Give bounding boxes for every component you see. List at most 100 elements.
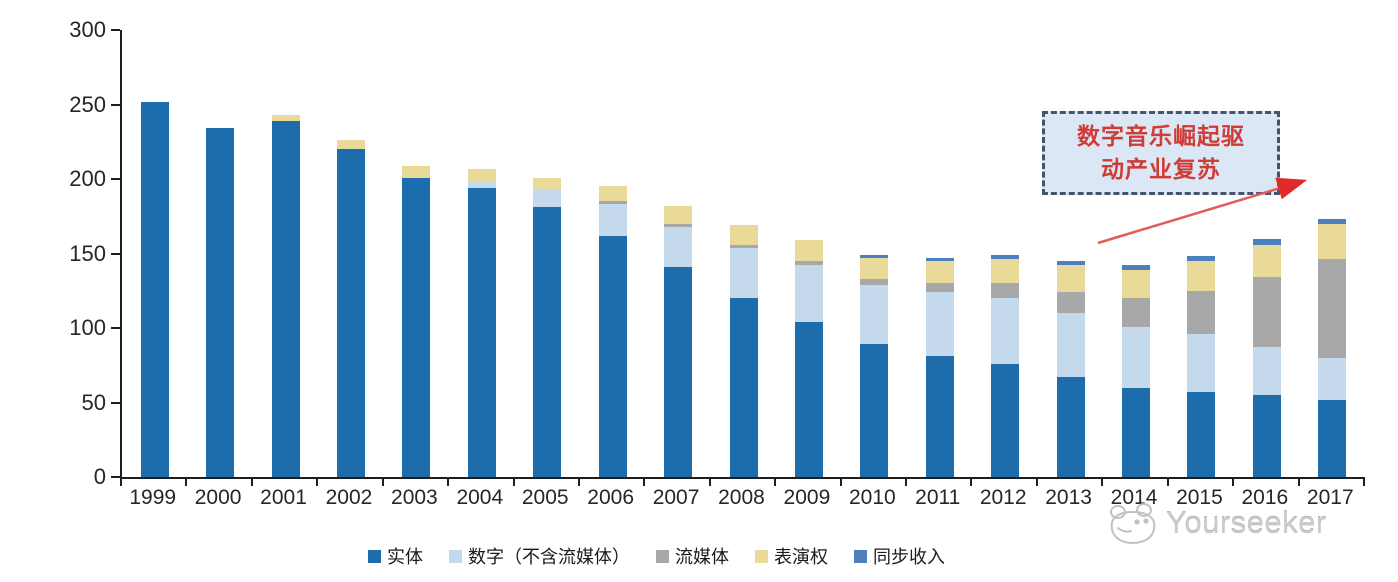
x-axis-label-2017: 2017 <box>1306 486 1354 509</box>
x-axis-label-2006: 2006 <box>587 486 634 509</box>
y-axis-label-200: 200 <box>69 166 106 191</box>
x-axis-tick <box>185 479 188 486</box>
bar-segment-physical-2011 <box>925 356 954 477</box>
legend-label-physical: 实体 <box>387 547 423 567</box>
bar-segment-physical-2012 <box>991 363 1020 477</box>
bar-segment-digital-2004 <box>467 182 496 188</box>
bar-segment-performance-2004 <box>467 168 496 182</box>
x-axis-label-2001: 2001 <box>260 486 307 509</box>
bar-segment-streaming-2007 <box>664 223 693 227</box>
legend-swatch-sync <box>854 549 867 563</box>
bar-segment-physical-2013 <box>1056 377 1085 477</box>
x-axis-tick <box>250 479 253 486</box>
bar-segment-digital-2013 <box>1056 313 1085 378</box>
x-axis-tick <box>1363 479 1365 486</box>
bar-segment-physical-2009 <box>794 322 823 477</box>
bar-segment-digital-2010 <box>860 284 889 345</box>
bar-segment-streaming-2015 <box>1187 290 1216 334</box>
bar-segment-sync-2016 <box>1252 238 1281 245</box>
x-axis-label-2010: 2010 <box>848 486 896 509</box>
y-axis-tick <box>111 29 120 31</box>
bar-segment-digital-2017 <box>1318 357 1347 400</box>
x-axis-tick <box>577 479 580 486</box>
bar-segment-digital-2009 <box>794 265 823 323</box>
bar-segment-digital-2011 <box>925 292 954 357</box>
bar-segment-performance-2003 <box>402 165 431 178</box>
bar-segment-streaming-2014 <box>1122 298 1151 327</box>
bar-segment-performance-2015 <box>1187 260 1216 291</box>
annotation-text-line1: 数字音乐崛起驱 <box>1077 123 1245 149</box>
x-axis-tick <box>643 479 646 486</box>
bar-segment-sync-2010 <box>860 255 889 258</box>
legend-item-physical: 实体 <box>368 543 423 569</box>
bar-segment-sync-2012 <box>991 255 1020 260</box>
x-axis-tick <box>905 479 908 486</box>
bar-segment-performance-2016 <box>1252 244 1281 278</box>
bar-segment-performance-2006 <box>598 186 627 202</box>
x-axis-label-2004: 2004 <box>456 486 504 509</box>
x-axis-tick <box>120 479 122 486</box>
bar-segment-physical-2002 <box>336 149 365 477</box>
bar-segment-physical-2016 <box>1252 395 1281 477</box>
bar-segment-streaming-2016 <box>1252 277 1281 348</box>
watermark-text: Yourseeker <box>1166 505 1327 540</box>
bar-segment-digital-2015 <box>1187 333 1216 393</box>
bar-segment-physical-2015 <box>1187 392 1216 477</box>
bar-segment-physical-2008 <box>729 298 758 477</box>
x-axis-label-2000: 2000 <box>194 486 242 509</box>
bar-segment-digital-2014 <box>1122 326 1151 388</box>
plot-area <box>120 30 1365 479</box>
x-axis-label-2013: 2013 <box>1045 486 1092 509</box>
bar-segment-performance-2009 <box>794 240 823 261</box>
bar-segment-performance-2005 <box>533 177 562 190</box>
bar-segment-sync-2013 <box>1056 260 1085 266</box>
y-axis-label-300: 300 <box>69 17 106 42</box>
x-axis-tick <box>708 479 711 486</box>
bar-segment-performance-2017 <box>1318 223 1347 260</box>
x-axis-tick <box>316 479 319 486</box>
x-axis-tick <box>1101 479 1104 486</box>
x-axis-label-2011: 2011 <box>915 486 961 509</box>
y-axis-tick <box>111 103 120 106</box>
bar-segment-sync-2017 <box>1318 219 1347 224</box>
x-axis-tick <box>1166 479 1169 486</box>
y-axis-tick <box>111 476 120 478</box>
x-axis-tick <box>381 479 384 486</box>
legend: 实体 数字（不含流媒体） 流媒体 表演权 同步收入 <box>368 543 945 569</box>
bar-segment-digital-2006 <box>598 204 627 236</box>
y-axis-tick <box>111 401 120 404</box>
bar-segment-physical-2001 <box>271 120 300 477</box>
bar-segment-sync-2014 <box>1122 265 1151 270</box>
x-axis-label-2007: 2007 <box>652 486 700 509</box>
bar-segment-streaming-2012 <box>991 283 1020 299</box>
legend-item-digital: 数字（不含流媒体） <box>449 543 630 569</box>
y-axis-tick <box>111 178 120 180</box>
bar-segment-sync-2011 <box>925 257 954 261</box>
x-axis-tick <box>839 479 842 486</box>
legend-swatch-streaming <box>656 549 669 563</box>
x-axis-label-2003: 2003 <box>391 486 438 509</box>
y-axis-label-100: 100 <box>69 315 106 340</box>
bar-segment-physical-2010 <box>860 344 889 477</box>
watermark: Yourseeker <box>1104 500 1327 546</box>
bar-segment-physical-2017 <box>1318 399 1347 477</box>
bar-segment-physical-1999 <box>140 101 169 477</box>
bar-segment-streaming-2009 <box>794 260 823 266</box>
bar-segment-physical-2004 <box>467 187 496 477</box>
legend-swatch-digital <box>449 549 462 563</box>
bar-segment-performance-2014 <box>1122 269 1151 299</box>
bar-segment-physical-2006 <box>598 235 627 477</box>
bar-segment-performance-2010 <box>860 257 889 279</box>
bar-segment-digital-2005 <box>533 189 562 208</box>
x-axis-label-2012: 2012 <box>979 486 1027 509</box>
bar-segment-streaming-2013 <box>1056 292 1085 314</box>
annotation-box: 数字音乐崛起驱 动产业复苏 <box>1042 111 1280 195</box>
legend-item-performance: 表演权 <box>755 543 828 569</box>
bar-segment-streaming-2010 <box>860 278 889 285</box>
bar-segment-physical-2007 <box>664 266 693 477</box>
bar-segment-sync-2015 <box>1187 256 1216 261</box>
x-axis-tick <box>512 479 515 486</box>
x-axis-label-2015: 2015 <box>1176 486 1223 509</box>
x-axis-label-2002: 2002 <box>325 486 373 509</box>
